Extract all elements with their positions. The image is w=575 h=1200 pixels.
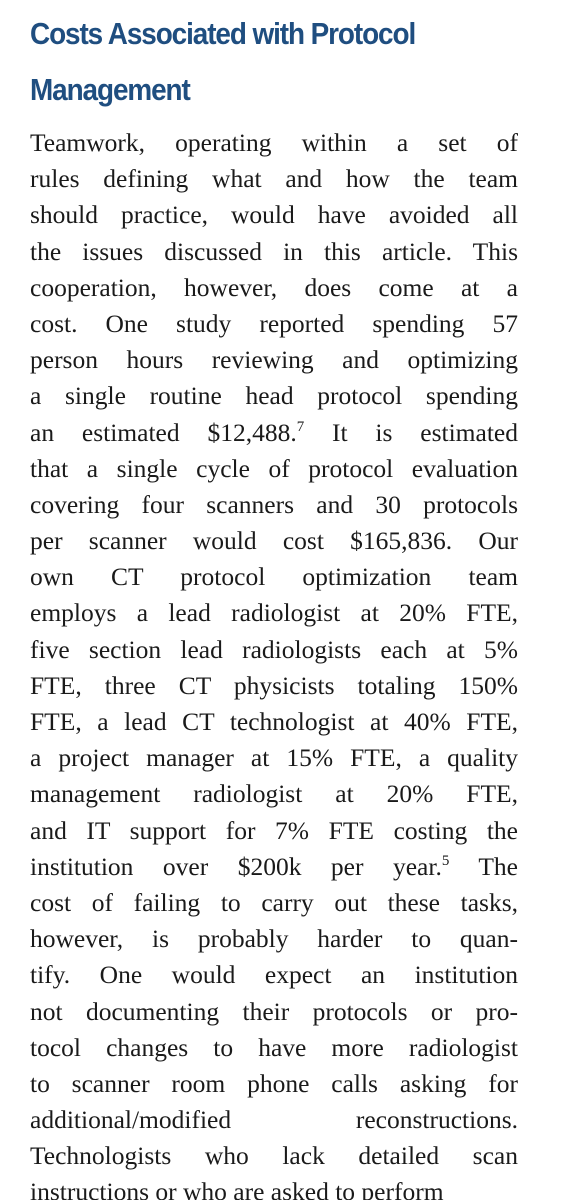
- text-line: own CT protocol optimization team: [30, 562, 518, 592]
- text-line: cost. One study reported spending 57: [30, 308, 518, 338]
- text-segment: The: [449, 851, 518, 881]
- text-line: covering four scanners and 30 protocols: [30, 489, 518, 519]
- text-line: and IT support for 7% FTE costing the: [30, 815, 518, 845]
- text-line: Technologists who lack detailed scan: [30, 1141, 518, 1171]
- text-line: cooperation, however, does come at a: [30, 272, 518, 302]
- text-line: to scanner room phone calls asking for: [30, 1068, 518, 1098]
- text-segment: It is estimated: [304, 417, 518, 447]
- text-line: cost of failing to carry out these tasks…: [30, 887, 518, 917]
- text-line: tocol changes to have more radiologist: [30, 1032, 518, 1062]
- text-line: management radiologist at 20% FTE,: [30, 779, 518, 809]
- reference-superscript: 5: [441, 852, 450, 869]
- text-line: additional/modified reconstructions.: [30, 1105, 518, 1135]
- text-line: an estimated $12,488.7 It is estimated: [30, 415, 518, 451]
- section-heading-line: Management: [30, 72, 191, 107]
- text-line: a single routine head protocol spending: [30, 381, 518, 411]
- text-line: Teamwork, operating within a set of: [30, 128, 518, 157]
- text-line: five section lead radiologists each at 5…: [30, 634, 518, 664]
- text-line: should practice, would have avoided all: [30, 200, 518, 230]
- reference-superscript: 7: [296, 418, 305, 435]
- section-heading: Costs Associated with Protocol Managemen…: [30, 6, 498, 118]
- text-line: the issues discussed in this article. Th…: [30, 236, 518, 266]
- text-line: employs a lead radiologist at 20% FTE,: [30, 598, 518, 628]
- text-line: however, is probably harder to quan-: [30, 924, 518, 954]
- text-line: institution over $200k per year.5 The: [30, 849, 518, 885]
- body-paragraph: Teamwork, operating within a set of rules…: [30, 125, 518, 1200]
- text-line: rules defining what and how the team: [30, 164, 518, 194]
- text-segment: an estimated $12,488.: [30, 417, 297, 447]
- text-line: FTE, three CT physicists totaling 150%: [30, 670, 518, 700]
- text-line: instructions or who are asked to perform: [30, 1177, 444, 1200]
- text-line: FTE, a lead CT technologist at 40% FTE,: [30, 707, 518, 736]
- text-segment: institution over $200k per year.: [30, 851, 442, 881]
- text-line: tify. One would expect an institution: [30, 960, 518, 990]
- text-line: per scanner would cost $165,836. Our: [30, 526, 518, 556]
- text-line: not documenting their protocols or pro-: [30, 996, 518, 1026]
- text-line: a project manager at 15% FTE, a quality: [30, 743, 518, 773]
- section-heading-line: Costs Associated with Protocol: [30, 16, 416, 51]
- text-line: person hours reviewing and optimizing: [30, 345, 518, 375]
- text-line: that a single cycle of protocol evaluati…: [30, 453, 518, 483]
